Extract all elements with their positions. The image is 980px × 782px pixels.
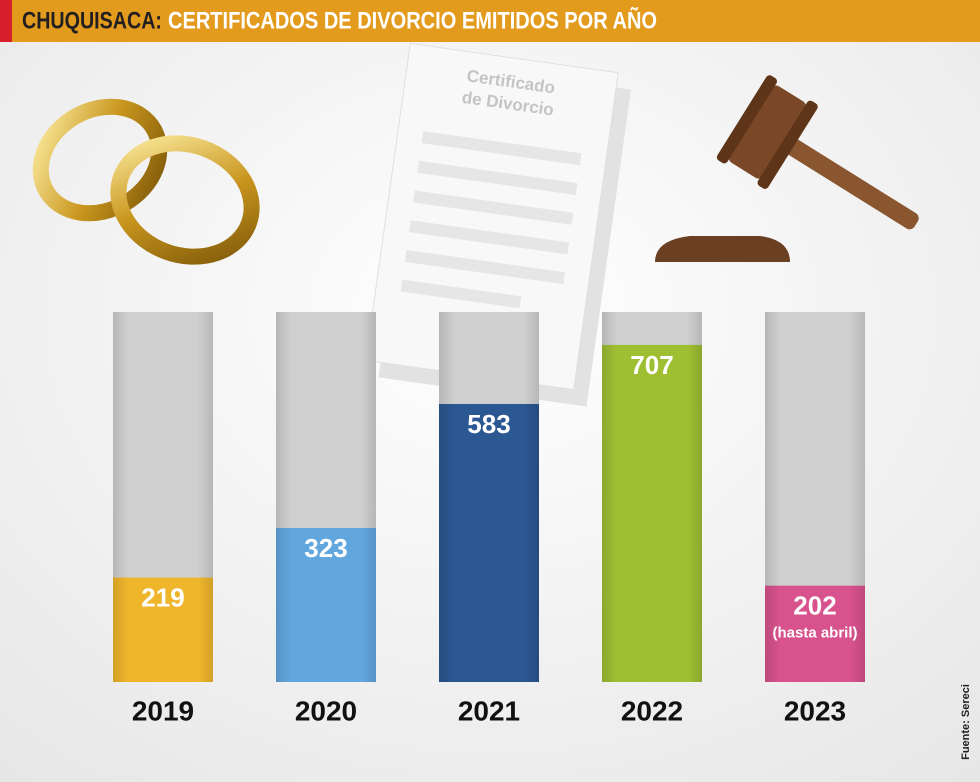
rings-illustration: [32, 98, 260, 265]
source: Fuente: Sereci: [960, 684, 972, 760]
title-prefix: CHUQUISACA:: [22, 7, 162, 34]
x-tick-label: 2019: [132, 695, 194, 726]
bar-shade: [439, 312, 539, 682]
value-label: 202: [793, 591, 836, 621]
bar-shade: [602, 312, 702, 682]
value-label: 323: [304, 533, 347, 563]
title-accent: [0, 0, 12, 42]
bar-shade: [113, 312, 213, 682]
gavel-illustration: [655, 75, 919, 262]
chart-title: CERTIFICADOS DE DIVORCIO EMITIDOS POR AÑ…: [168, 6, 657, 34]
x-tick-label: 2022: [621, 695, 683, 726]
value-note: (hasta abril): [772, 625, 857, 642]
value-label: 707: [630, 350, 673, 380]
bar-shade: [276, 312, 376, 682]
x-tick-label: 2023: [784, 695, 846, 726]
value-label: 583: [467, 409, 510, 439]
x-tick-label: 2020: [295, 695, 357, 726]
bar-shade: [765, 312, 865, 682]
value-label: 219: [141, 582, 184, 612]
title-bar: [0, 0, 980, 42]
x-tick-label: 2021: [458, 695, 520, 726]
